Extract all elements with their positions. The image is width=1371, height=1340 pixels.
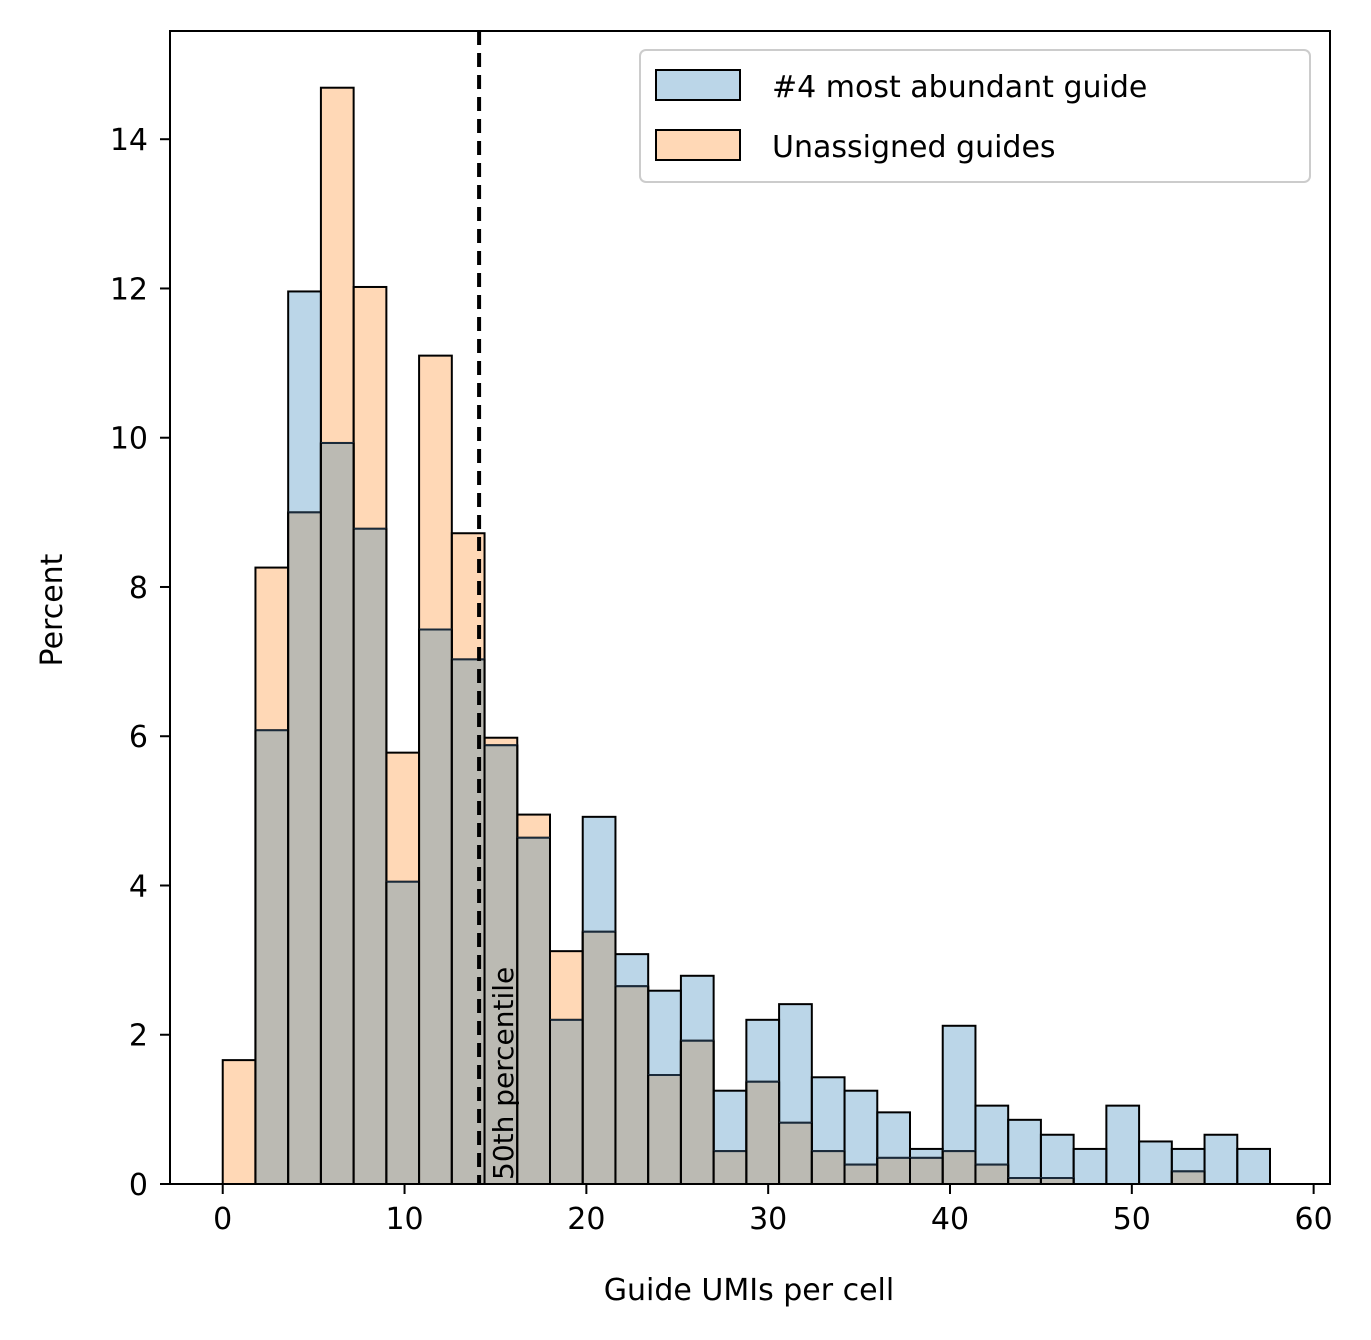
x-axis-ticks: 0 10 20 30 40 50 60 (213, 1184, 1333, 1237)
bar-overlap-15 (714, 1151, 746, 1184)
plot-frame (169, 30, 1331, 1185)
y-tick-label-6: 6 (129, 720, 148, 755)
bar-overlap-20 (878, 1157, 909, 1184)
legend-label-unassigned: Unassigned guides (772, 130, 1056, 165)
bar-guide4-24 (1007, 1118, 1042, 1185)
bar-overlap-29 (1172, 1171, 1204, 1184)
bar-guide4-27 (1105, 1104, 1141, 1185)
bar-overlap-5 (387, 881, 419, 1184)
x-tick-label-30: 30 (749, 1202, 787, 1237)
x-tick-label-20: 20 (567, 1202, 605, 1237)
bar-overlap-19 (845, 1164, 877, 1184)
y-tick-label-8: 8 (129, 571, 148, 606)
y-tick-label-4: 4 (129, 869, 148, 904)
x-tick-label-10: 10 (385, 1202, 423, 1237)
y-tick-label-0: 0 (129, 1168, 148, 1203)
bar-overlap-11 (583, 931, 615, 1184)
y-tick-label-10: 10 (110, 422, 148, 457)
x-tick-label-50: 50 (1113, 1202, 1151, 1237)
bar-overlap-14 (681, 1040, 713, 1184)
x-tick-label-60: 60 (1295, 1202, 1333, 1237)
y-axis-label: Percent (35, 553, 70, 666)
bar-overlap-4 (354, 528, 386, 1184)
y-tick-label-12: 12 (110, 272, 148, 307)
legend-swatch-unassigned (655, 129, 741, 161)
x-tick-label-0: 0 (213, 1202, 232, 1237)
bar-overlap-17 (780, 1122, 811, 1184)
bar-guide4-30 (1203, 1133, 1239, 1185)
bar-overlap-25 (1041, 1178, 1073, 1184)
y-axis-ticks: 0 2 4 6 8 10 12 14 (110, 123, 170, 1203)
legend: #4 most abundant guide Unassigned guides (639, 49, 1311, 183)
bar-overlap-10 (551, 1019, 582, 1184)
legend-label-guide4: #4 most abundant guide (772, 70, 1147, 105)
bar-guide4-25 (1039, 1133, 1075, 1185)
bar-overlap-23 (976, 1164, 1008, 1184)
bar-overlap-16 (747, 1081, 779, 1184)
bar-overlap-9 (518, 837, 549, 1184)
bar-overlap-18 (812, 1151, 844, 1184)
bar-overlap-22 (943, 1151, 975, 1184)
bar-overlap-13 (649, 1075, 680, 1184)
y-tick-label-14: 14 (110, 123, 148, 158)
x-axis-label: Guide UMIs per cell (604, 1273, 894, 1308)
bar-unassigned-0 (221, 1059, 257, 1185)
bar-overlap-3 (321, 442, 353, 1184)
legend-swatch-guide4 (655, 69, 741, 101)
x-tick-label-40: 40 (931, 1202, 969, 1237)
y-tick-label-2: 2 (129, 1019, 148, 1054)
bar-overlap-2 (289, 512, 320, 1184)
bar-guide4-28 (1138, 1140, 1173, 1186)
bar-guide4-26 (1072, 1147, 1108, 1186)
bar-overlap-24 (1009, 1178, 1040, 1184)
bar-guide4-31 (1236, 1147, 1271, 1186)
bar-overlap-12 (616, 986, 648, 1184)
bar-overlap-1 (256, 730, 288, 1184)
bar-overlap-8 (485, 745, 517, 1184)
legend-frame (639, 49, 1311, 183)
bar-overlap-21 (911, 1157, 942, 1184)
bar-overlap-6 (420, 629, 451, 1184)
percentile-label: 50th percentile (487, 967, 520, 1180)
